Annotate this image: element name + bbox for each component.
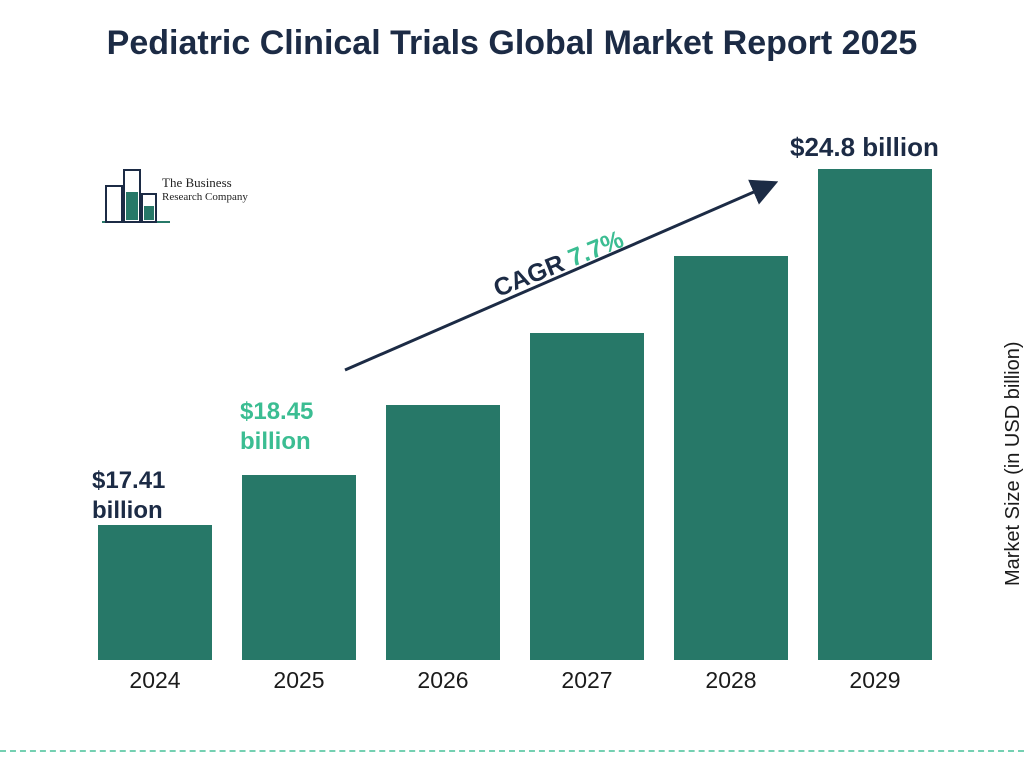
bar	[674, 256, 788, 660]
bar-slot	[530, 333, 644, 660]
bar	[818, 169, 932, 660]
bar-slot	[98, 525, 212, 660]
bar-slot	[674, 256, 788, 660]
bar	[98, 525, 212, 660]
bar	[386, 405, 500, 660]
x-label: 2028	[674, 663, 788, 695]
bar-slot	[818, 169, 932, 660]
bar-slot	[242, 475, 356, 660]
chart-area: 2024 2025 2026 2027 2028 2029	[90, 150, 940, 695]
bars-container	[90, 150, 940, 660]
x-axis-labels: 2024 2025 2026 2027 2028 2029	[90, 663, 940, 695]
x-label: 2029	[818, 663, 932, 695]
bar	[530, 333, 644, 660]
x-label: 2026	[386, 663, 500, 695]
x-label: 2024	[98, 663, 212, 695]
bar-slot	[386, 405, 500, 660]
bar	[242, 475, 356, 660]
chart-title: Pediatric Clinical Trials Global Market …	[0, 22, 1024, 65]
bottom-divider	[0, 750, 1024, 752]
chart-canvas: Pediatric Clinical Trials Global Market …	[0, 0, 1024, 768]
x-label: 2027	[530, 663, 644, 695]
x-label: 2025	[242, 663, 356, 695]
y-axis-label: Market Size (in USD billion)	[1003, 342, 1024, 587]
